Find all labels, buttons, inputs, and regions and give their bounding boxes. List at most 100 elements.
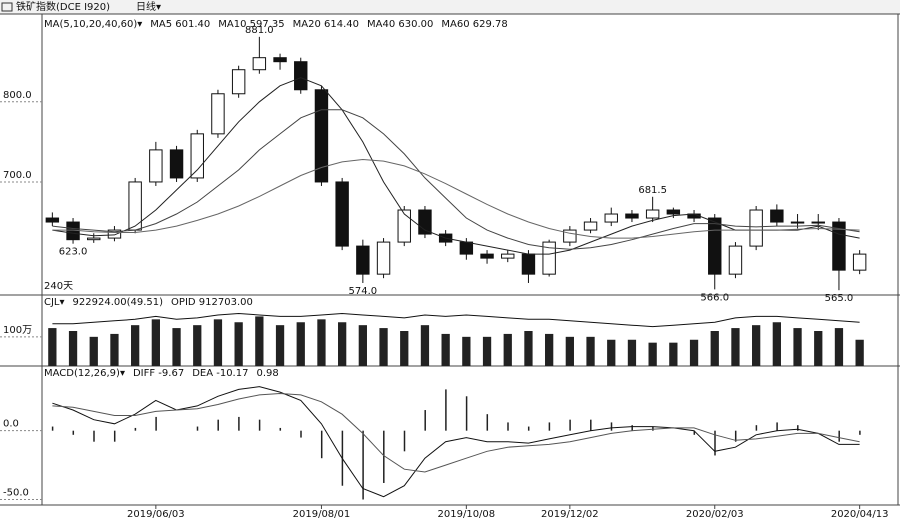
candle-body [790, 221, 805, 224]
candle-body [294, 61, 308, 91]
volume-bar [627, 339, 637, 366]
volume-bar [710, 331, 719, 366]
volume-bar [648, 342, 657, 366]
legend-entry: MA10 597.35 [218, 19, 284, 30]
indicator-line [52, 312, 860, 328]
macd-bar [797, 425, 799, 431]
volume-bar [358, 325, 367, 366]
macd-bar [383, 430, 385, 483]
y-tick-label: -50.0 [3, 487, 29, 498]
volume-bar [586, 336, 595, 366]
candle-body [480, 253, 494, 259]
candle-body [376, 241, 391, 275]
candle-body [770, 209, 784, 223]
candle-body [211, 93, 225, 135]
candle-body [335, 181, 349, 247]
candle-body [749, 209, 763, 247]
volume-bar [379, 328, 388, 366]
candle-body [708, 217, 722, 275]
volume-bar [545, 333, 554, 366]
y-tick-label: 800.0 [3, 90, 32, 101]
x-tick-label: 2020/02/03 [686, 509, 744, 520]
candle-body [45, 217, 60, 223]
volume-bar [48, 328, 57, 366]
volume-bar [317, 319, 326, 366]
volume-bar [234, 322, 243, 366]
macd-bar [838, 430, 840, 442]
volume-bar [793, 328, 802, 366]
macd-bar [734, 430, 737, 442]
volume-bar [420, 325, 430, 366]
volume-bar [524, 331, 533, 366]
candle-body [397, 209, 411, 243]
macd-bar [196, 426, 199, 431]
candle-body [356, 245, 370, 275]
macd-bar [155, 416, 157, 431]
period-selector[interactable]: 日线▾ [136, 0, 161, 13]
candle-body [645, 209, 660, 219]
price-annotation: 881.0 [245, 25, 274, 36]
indicator-line [52, 392, 860, 473]
macd-bar [445, 389, 447, 431]
candle-body [190, 133, 204, 179]
candle-body [666, 209, 681, 215]
x-tick-label: 2020/04/13 [831, 509, 889, 520]
macd-bar [527, 426, 530, 431]
volume-bar [255, 316, 264, 366]
legend-entry: MA(5,10,20,40,60)▾ [44, 19, 142, 30]
volume-bar [752, 325, 761, 366]
y-tick-label: 700.0 [3, 170, 32, 181]
price-annotation: 565.0 [825, 293, 854, 304]
volume-bar [89, 336, 98, 366]
candle-body [521, 253, 536, 275]
period-label: 240天 [44, 281, 73, 292]
window-icon [1, 2, 13, 12]
macd-bar [238, 416, 240, 431]
volume-bar [689, 339, 699, 366]
macd-bar [569, 419, 571, 431]
legend-entry: MA40 630.00 [367, 19, 433, 30]
candle-body [811, 221, 825, 224]
volume-bar [855, 339, 864, 366]
macd-bar [714, 430, 716, 456]
candle-body [501, 253, 515, 259]
candle-body [728, 245, 743, 275]
macd-bar [693, 430, 696, 435]
macd-bar [362, 430, 364, 500]
indicator-line [52, 158, 860, 239]
candle-body [604, 213, 618, 223]
volume-bar [400, 331, 409, 366]
macd-bar [590, 419, 592, 431]
candle-body [625, 213, 639, 219]
price-annotation: 574.0 [349, 286, 378, 297]
volume-bar [607, 339, 616, 366]
volume-bar [814, 331, 823, 366]
price-annotation: 681.5 [638, 185, 667, 196]
y-tick-label: 100万 [3, 325, 32, 336]
macd-bar [72, 430, 75, 435]
macd-bar [755, 425, 758, 431]
volume-bar [834, 328, 844, 366]
macd-bar [93, 430, 95, 442]
indicator-line [52, 386, 860, 498]
legend-entry: MA60 629.78 [441, 19, 507, 30]
macd-bar [51, 426, 54, 431]
candle-body [583, 221, 598, 231]
volume-bar [338, 322, 347, 366]
macd-bar [465, 396, 468, 431]
macd-bar [113, 430, 116, 442]
legend-entry: 0.98 [256, 368, 278, 379]
macd-bar [279, 427, 282, 431]
candle-body [314, 89, 329, 183]
macd-bar [631, 425, 633, 431]
volume-bar [110, 333, 119, 366]
macd-bar [486, 414, 489, 431]
legend-entry: 922924.00(49.51) [73, 297, 164, 308]
macd-bar [320, 430, 323, 459]
volume-bar [503, 333, 512, 366]
y-tick-label: 0.0 [3, 419, 19, 430]
candle-body [149, 149, 163, 183]
volume-bar [213, 319, 223, 366]
candle-body [231, 69, 246, 95]
volume-bar [482, 336, 492, 366]
